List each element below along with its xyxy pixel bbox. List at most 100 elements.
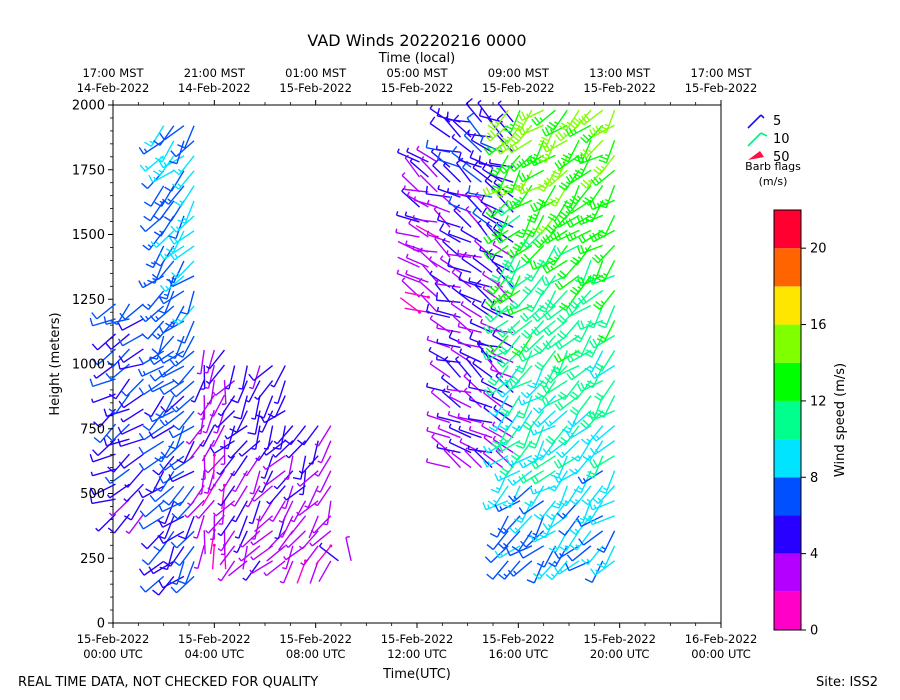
wind-barb-full-tick — [502, 293, 511, 298]
wind-barb-half-tick — [465, 205, 470, 210]
wind-barb-full-tick — [437, 151, 441, 160]
colorbar-frame — [773, 209, 802, 631]
wind-barb — [541, 394, 568, 407]
top-tick-label-date: 15-Feb-2022 — [279, 81, 352, 95]
wind-barb-full-tick — [517, 441, 526, 446]
wind-barb-full-tick — [176, 458, 185, 464]
wind-barb-half-tick — [493, 209, 498, 214]
wind-barb — [172, 365, 195, 385]
wind-barb — [170, 395, 195, 413]
wind-barb — [193, 545, 205, 570]
wind-barb-full-tick — [582, 149, 590, 156]
wind-barb-half-tick — [405, 270, 408, 275]
wind-barb-full-tick — [556, 317, 564, 324]
wind-barb-full-tick — [453, 204, 461, 211]
colorbar-tick-label: 4 — [810, 547, 818, 562]
wind-barb-half-tick — [263, 481, 267, 486]
wind-barb-full-tick — [168, 235, 177, 240]
wind-barb-full-tick — [533, 572, 541, 580]
wind-barb — [576, 244, 604, 255]
wind-barb-half-tick — [565, 210, 570, 215]
wind-barb-shaft — [114, 393, 131, 414]
top-tick-label-date: 15-Feb-2022 — [685, 81, 758, 95]
wind-barb-half-tick — [603, 272, 608, 276]
wind-barb-half-tick — [556, 502, 561, 506]
wind-barb — [425, 458, 451, 469]
wind-barb-shaft — [220, 560, 236, 582]
wind-barb — [91, 333, 116, 351]
wind-barb-half-tick — [164, 420, 169, 425]
wind-barb-shaft — [518, 530, 533, 552]
wind-barb — [248, 500, 261, 525]
wind-barb-half-tick — [576, 195, 581, 199]
wind-barb-half-tick — [147, 303, 152, 308]
wind-barb-full-tick — [513, 347, 522, 354]
wind-barb-full-tick — [469, 149, 474, 158]
wind-barb-shaft — [216, 410, 236, 428]
legend-entry: 5 — [747, 114, 781, 129]
wind-barb-half-tick — [494, 121, 499, 125]
wind-barb — [158, 380, 185, 396]
wind-barb — [480, 377, 504, 394]
wind-barb — [171, 260, 195, 279]
wind-barb-full-tick — [586, 214, 595, 220]
wind-barb-full-tick — [553, 220, 559, 228]
wind-barb-shaft — [293, 500, 307, 523]
wind-barb — [470, 132, 493, 153]
wind-barb-half-tick — [507, 502, 513, 506]
wind-barb-shaft — [603, 395, 616, 418]
wind-barb-shaft — [591, 200, 604, 223]
wind-barb-full-tick — [284, 439, 292, 446]
wind-barb-full-tick — [172, 424, 180, 431]
wind-barb-full-tick — [545, 326, 552, 334]
wind-barb-half-tick — [600, 165, 605, 170]
wind-barb-shaft — [116, 303, 131, 325]
wind-barb-half-tick — [409, 157, 414, 162]
wind-barb-full-tick — [486, 386, 493, 394]
wind-barb — [505, 379, 533, 391]
wind-barb-shaft — [165, 395, 185, 413]
wind-barb-full-tick — [580, 154, 585, 163]
wind-barb-full-tick — [573, 158, 582, 163]
wind-barb-full-tick — [485, 347, 493, 354]
wind-barb — [481, 422, 504, 439]
wind-barb-full-tick — [510, 326, 517, 334]
wind-barb-half-tick — [447, 229, 451, 235]
wind-barb-shaft — [122, 333, 144, 347]
wind-barb-full-tick — [164, 186, 172, 192]
wind-barb — [594, 350, 616, 372]
wind-barb-full-tick — [104, 476, 111, 484]
wind-barb — [435, 292, 461, 304]
wind-barb-half-tick — [573, 233, 577, 239]
wind-barb — [598, 139, 616, 164]
wind-barb-half-tick — [495, 487, 501, 490]
wind-barb-full-tick — [582, 200, 590, 206]
wind-barb-half-tick — [504, 379, 509, 383]
wind-barb-half-tick — [468, 277, 471, 282]
wind-barb-full-tick — [557, 131, 564, 139]
wind-barb-half-tick — [176, 272, 181, 277]
wind-barb-shaft — [430, 151, 451, 168]
wind-barb-half-tick — [517, 425, 522, 429]
wind-barb — [580, 139, 604, 159]
wind-barb-half-tick — [538, 572, 543, 577]
wind-barb — [318, 560, 332, 583]
wind-barb-shaft — [591, 350, 604, 373]
wind-barb-full-tick — [592, 127, 598, 136]
wind-barb-half-tick — [577, 286, 582, 290]
wind-barb-shaft — [557, 455, 568, 479]
wind-barb-full-tick — [458, 271, 463, 280]
wind-barb-half-tick — [463, 372, 468, 377]
wind-barb-half-tick — [217, 412, 222, 417]
wind-barb-half-tick — [179, 200, 184, 204]
wind-barb — [298, 530, 319, 550]
wind-barb-full-tick — [497, 542, 505, 550]
wind-barb-shaft — [183, 440, 195, 464]
wind-barb-full-tick — [590, 178, 597, 186]
wind-barb — [553, 545, 580, 560]
wind-barb-full-tick — [501, 142, 507, 151]
wind-barb — [158, 515, 185, 528]
wind-barb — [149, 335, 165, 360]
wind-barb — [117, 361, 144, 370]
wind-barb — [169, 350, 195, 367]
